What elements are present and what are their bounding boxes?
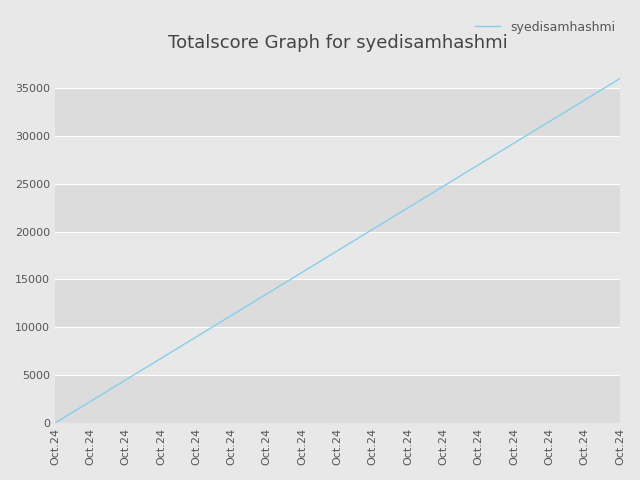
Bar	[55, 136, 620, 184]
Bar	[55, 232, 620, 279]
syedisamhashmi	[527, 130, 535, 135]
syedisamhashmi	[386, 216, 394, 222]
syedisamhashmi	[53, 419, 61, 425]
Bar	[55, 184, 620, 232]
Title: Totalscore Graph for syedisamhashmi: Totalscore Graph for syedisamhashmi	[168, 34, 508, 52]
syedisamhashmi	[51, 420, 59, 426]
syedisamhashmi	[616, 76, 624, 82]
syedisamhashmi	[397, 209, 404, 215]
Legend: syedisamhashmi: syedisamhashmi	[470, 16, 620, 39]
Bar	[55, 327, 620, 375]
Bar	[55, 88, 620, 136]
syedisamhashmi	[387, 215, 395, 221]
syedisamhashmi	[563, 108, 571, 114]
Bar	[55, 60, 620, 88]
Bar	[55, 375, 620, 423]
Bar	[55, 279, 620, 327]
Line: syedisamhashmi: syedisamhashmi	[55, 79, 620, 423]
